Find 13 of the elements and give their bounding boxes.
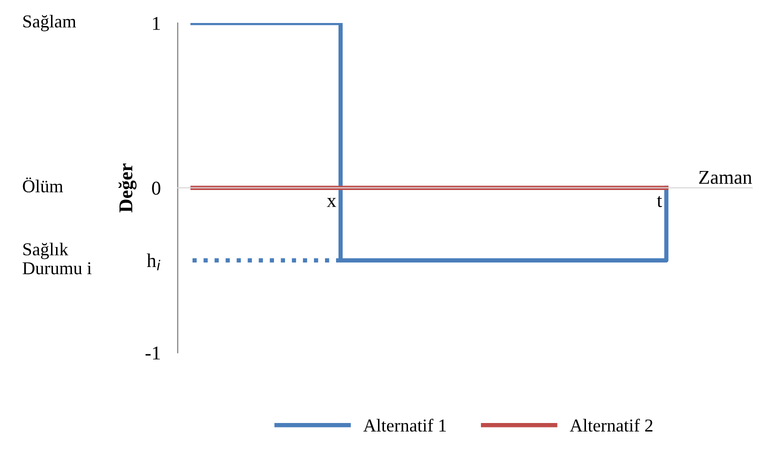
text: Sağlık Durumu i xyxy=(22,242,92,274)
y-axis-title: Değer xyxy=(118,163,137,212)
y-tick-label: h$_{i}$ xyxy=(146,254,160,270)
y-tick-label: 1 xyxy=(153,16,160,30)
x-tick-label: x xyxy=(326,198,336,207)
legend-label: Alternatif 1 xyxy=(363,418,446,432)
text: Sağlam xyxy=(23,14,76,32)
x-tick-label: t xyxy=(656,196,662,208)
y-tick-label: 0 xyxy=(152,182,160,195)
legend-label: Alternatif 2 xyxy=(570,418,652,432)
x-axis-title: Zaman xyxy=(699,170,752,184)
text: Ölüm xyxy=(22,178,63,192)
y-tick-label: -1 xyxy=(146,346,160,360)
